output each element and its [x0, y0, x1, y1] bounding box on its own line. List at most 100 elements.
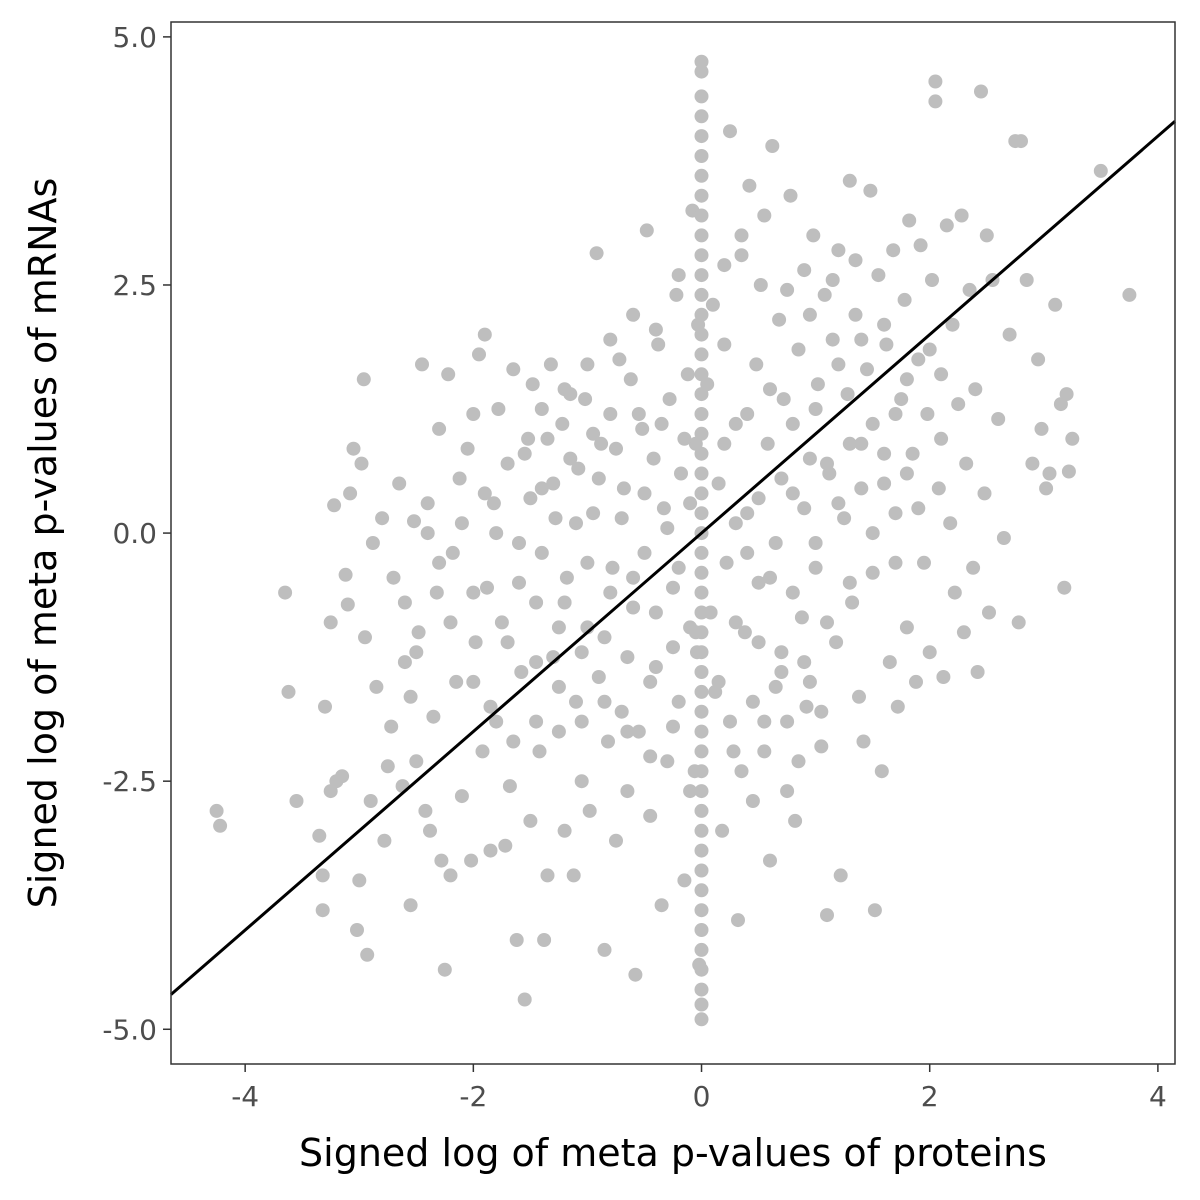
data-point — [694, 923, 709, 937]
data-point — [540, 868, 555, 883]
data-point — [785, 486, 800, 501]
data-point — [694, 149, 709, 163]
data-point — [517, 992, 532, 1007]
y-tick-label: 2.5 — [112, 269, 157, 302]
y-axis-title: Signed log of meta p-values of mRNAs — [21, 178, 65, 909]
data-point — [637, 545, 652, 560]
data-point — [791, 754, 806, 769]
data-point — [970, 665, 985, 679]
data-point — [338, 567, 353, 582]
points-layer — [209, 54, 1137, 1027]
data-point — [694, 347, 709, 362]
data-point — [683, 496, 698, 511]
data-point — [213, 818, 228, 833]
data-point — [656, 501, 671, 516]
data-point — [671, 694, 686, 709]
data-point — [486, 496, 501, 511]
data-point — [899, 372, 914, 387]
data-point — [959, 456, 974, 471]
data-point — [694, 803, 709, 818]
data-point — [723, 714, 737, 729]
data-point — [797, 655, 812, 670]
data-point — [911, 501, 926, 516]
data-point — [962, 282, 977, 297]
data-point — [797, 501, 812, 516]
data-point — [369, 679, 384, 694]
data-point — [626, 570, 641, 585]
data-point — [626, 307, 641, 322]
data-point — [760, 436, 775, 451]
data-point — [774, 665, 789, 679]
data-point — [694, 997, 709, 1012]
data-point — [466, 407, 481, 421]
data-point — [753, 278, 768, 292]
data-point — [913, 238, 928, 253]
data-point — [820, 615, 834, 630]
data-point — [546, 476, 561, 491]
data-point — [1065, 431, 1080, 446]
data-point — [888, 407, 903, 421]
data-point — [384, 719, 399, 734]
data-point — [711, 476, 726, 491]
data-point — [601, 734, 615, 749]
data-point — [700, 377, 715, 392]
data-point — [648, 605, 663, 620]
data-point — [694, 109, 709, 124]
data-point — [772, 312, 787, 327]
data-point — [694, 168, 709, 183]
data-point — [529, 655, 544, 670]
data-point — [848, 253, 863, 268]
data-point — [831, 357, 846, 372]
data-point — [654, 898, 669, 913]
data-point — [209, 803, 224, 818]
data-point — [616, 481, 631, 496]
data-point — [734, 248, 749, 263]
data-point — [403, 689, 418, 704]
data-point — [574, 645, 589, 660]
data-point — [934, 431, 949, 446]
data-point — [512, 536, 526, 550]
data-point — [509, 933, 524, 947]
data-point — [996, 531, 1011, 545]
data-point — [842, 173, 857, 188]
data-point — [694, 744, 709, 759]
data-point — [512, 575, 526, 590]
data-point — [365, 536, 380, 550]
data-point — [643, 749, 658, 764]
data-point — [728, 416, 743, 431]
data-point — [694, 565, 709, 580]
data-point — [637, 486, 652, 501]
data-point — [860, 362, 874, 377]
data-point — [483, 843, 498, 858]
data-point — [415, 357, 429, 372]
data-point — [802, 451, 817, 466]
data-point — [472, 347, 486, 362]
data-point — [829, 635, 844, 650]
data-point — [315, 903, 330, 918]
data-point — [785, 416, 800, 431]
data-point — [854, 332, 869, 347]
y-axis-ticks: -5.0 -2.5 0.0 2.5 5.0 — [102, 21, 171, 1046]
data-point — [289, 794, 304, 808]
data-point — [694, 962, 709, 977]
data-point — [614, 704, 629, 719]
data-point — [597, 942, 612, 957]
data-point — [905, 446, 920, 461]
data-point — [694, 863, 709, 878]
data-point — [863, 183, 878, 198]
data-point — [646, 451, 661, 466]
data-point — [728, 615, 743, 630]
data-point — [694, 54, 709, 69]
data-point — [694, 486, 709, 501]
data-point — [445, 545, 460, 560]
data-point — [694, 704, 709, 719]
data-point — [888, 506, 903, 521]
data-point — [848, 307, 863, 322]
data-point — [783, 188, 798, 203]
data-point — [749, 357, 764, 372]
data-point — [318, 699, 332, 714]
data-point — [694, 307, 709, 322]
data-point — [626, 600, 641, 615]
plot-border — [170, 21, 1176, 1065]
data-point — [726, 744, 741, 759]
